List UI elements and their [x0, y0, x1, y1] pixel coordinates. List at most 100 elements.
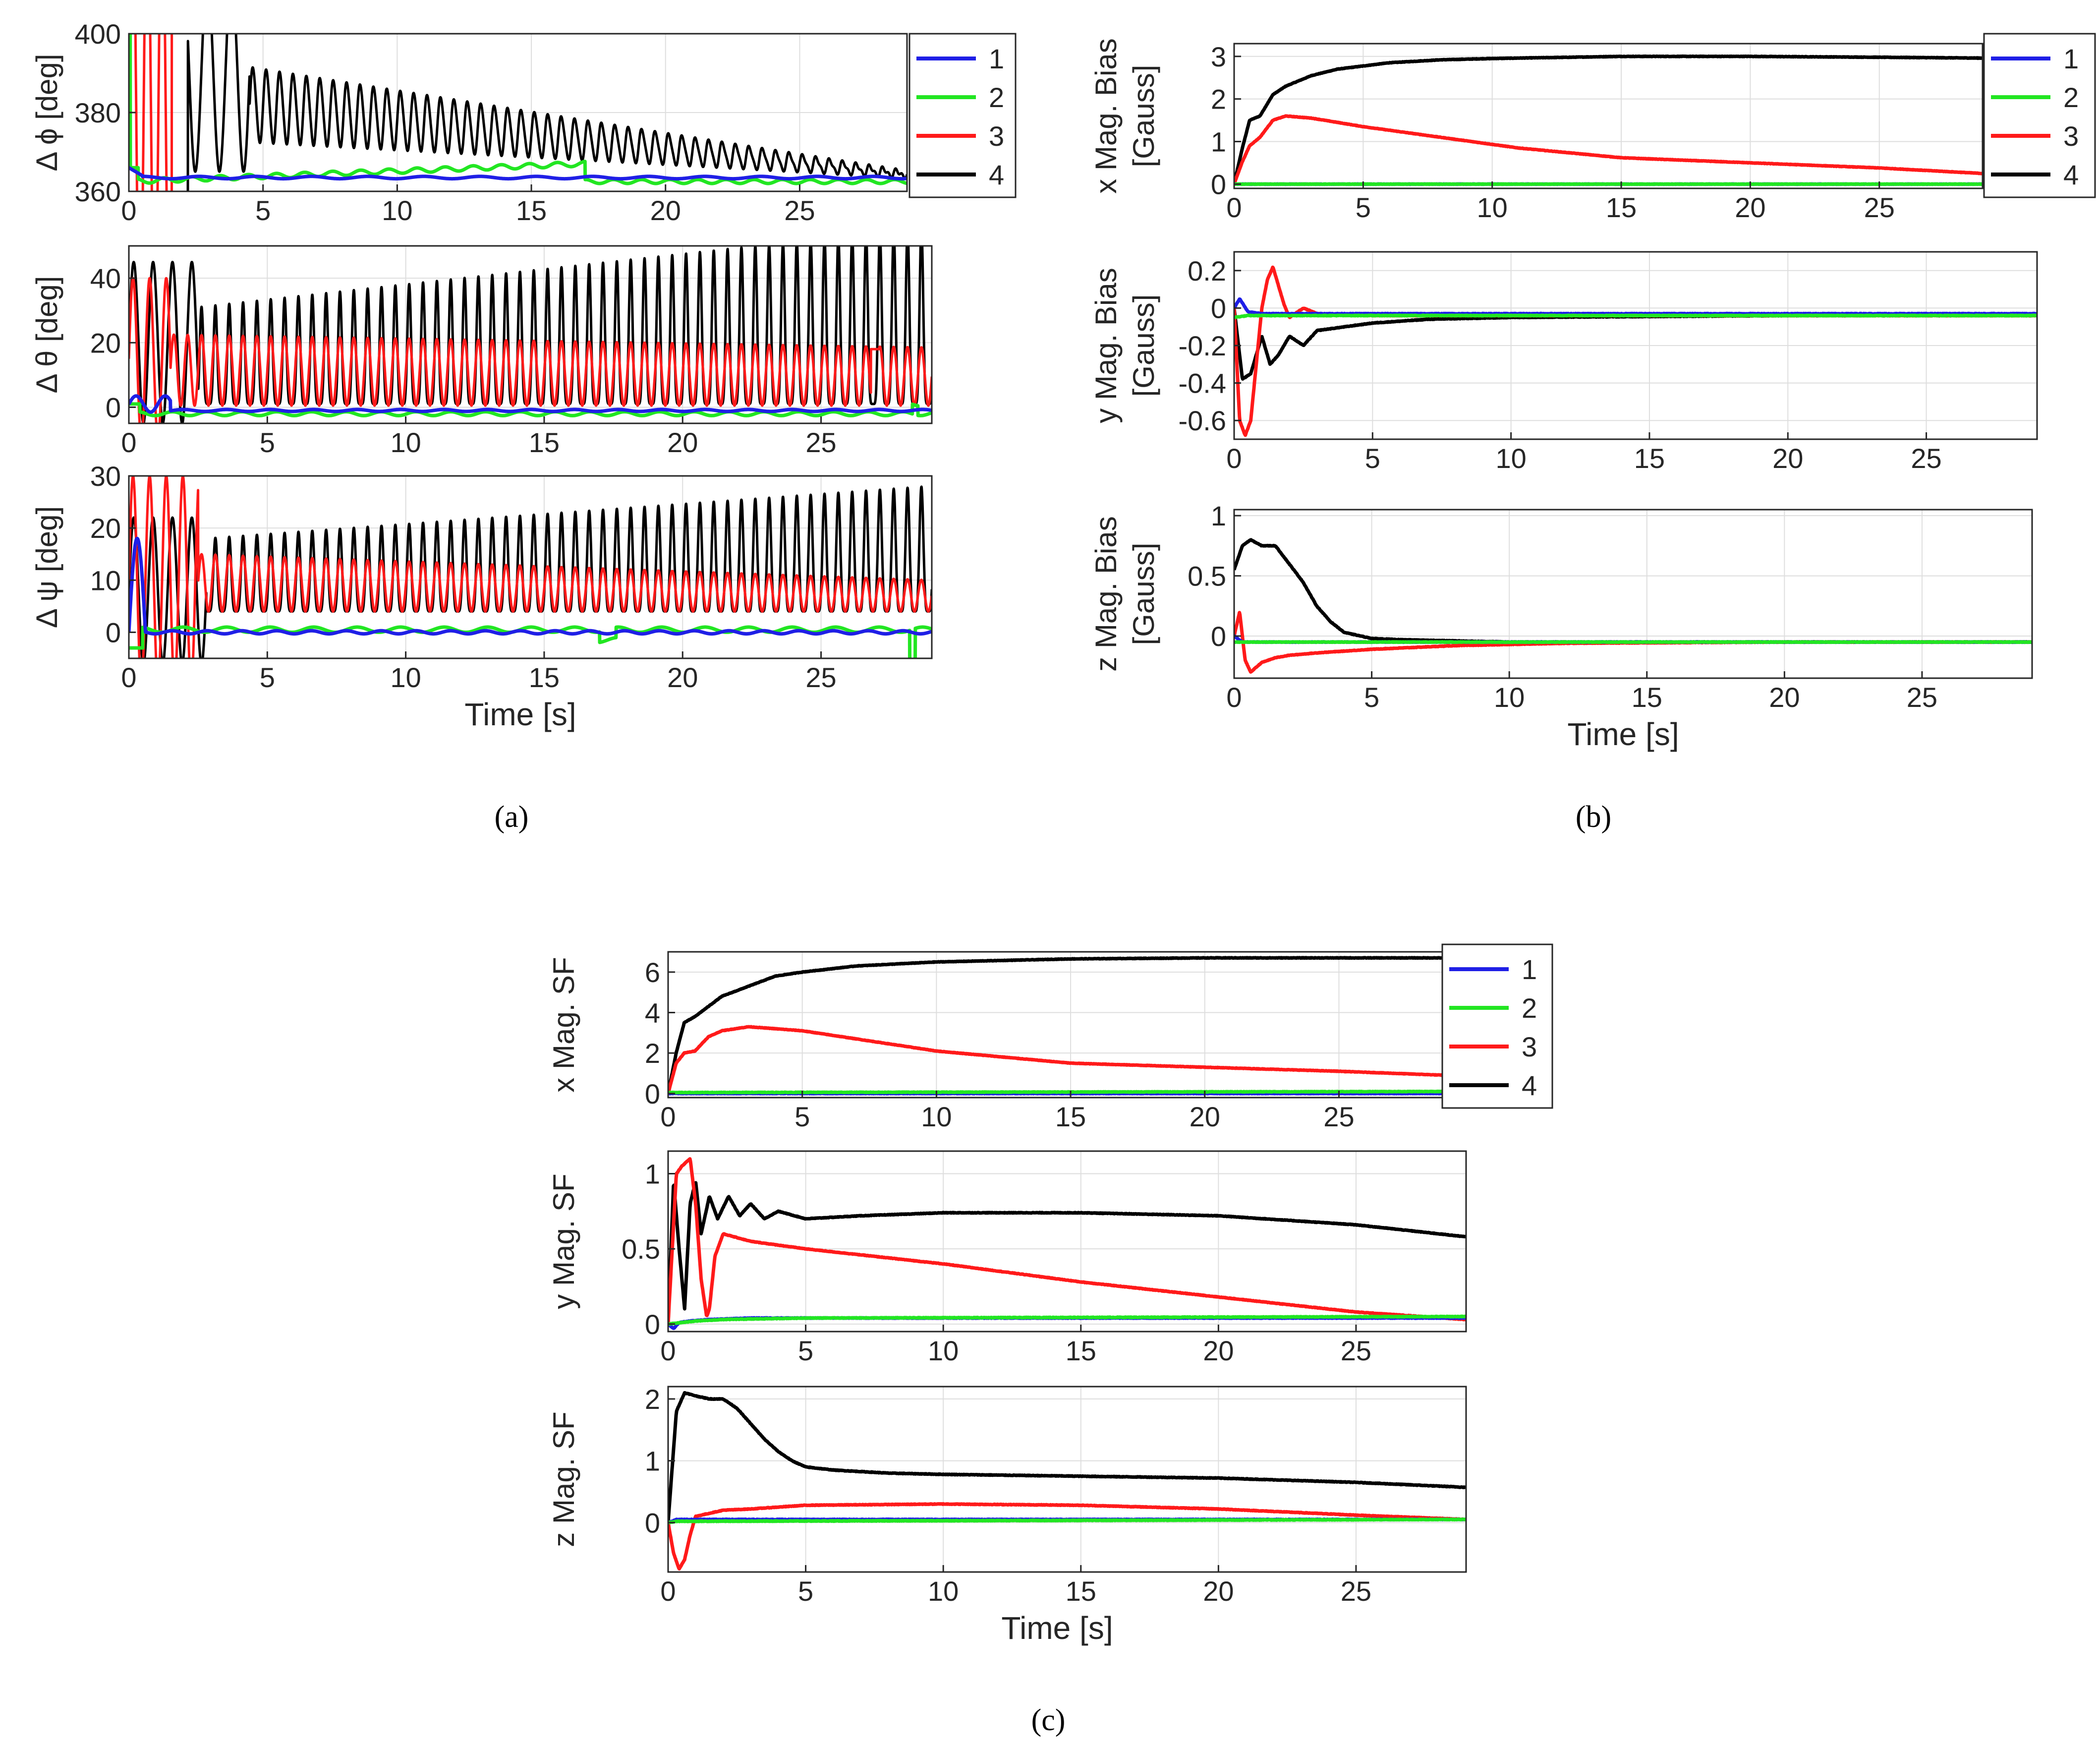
- chart-a1: 0 5 10 15 20 25 360 380 400 Δ ϕ [deg] 1 2 3 4: [30, 18, 1017, 226]
- series-group: [668, 1391, 1466, 1571]
- x-tick-label: 10: [390, 427, 421, 458]
- y-tick-label: -0.6: [1179, 405, 1227, 436]
- series-line-4: [186, 34, 907, 191]
- y-tick-label: 20: [90, 327, 121, 358]
- x-tick-label: 5: [798, 1575, 813, 1607]
- y-tick-label: 0: [645, 1507, 660, 1538]
- legend: 1 2 3 4: [908, 33, 1017, 198]
- x-tick-label: 20: [667, 662, 698, 693]
- y-tick-label: 1: [645, 1446, 660, 1477]
- legend-label-2: 2: [2063, 82, 2079, 113]
- x-tick-label: 15: [1634, 443, 1665, 474]
- axes-frame: [128, 245, 933, 424]
- series-line-4: [668, 1391, 1466, 1523]
- y-axis-label-group: y Mag. Bias [Gauss]: [1089, 268, 1160, 423]
- x-tick-label: 25: [805, 662, 836, 693]
- y-axis-label: y Mag. SF: [547, 1173, 580, 1309]
- y-tick-label: 0.5: [622, 1233, 660, 1265]
- y-tick-label: 1: [1211, 126, 1226, 158]
- axes-frame: [667, 1150, 1467, 1333]
- x-tick-label: 20: [1772, 443, 1803, 474]
- y-axis-label-group: x Mag. Bias [Gauss]: [1089, 38, 1160, 193]
- legend-label-4: 4: [1522, 1070, 1537, 1101]
- y-tick-label: 6: [645, 957, 660, 988]
- x-tick-label: 25: [1341, 1575, 1371, 1607]
- x-axis-label: Time [s]: [1001, 1610, 1113, 1646]
- y-tick-label: 2: [645, 1038, 660, 1069]
- legend: 1 2 3 4: [1441, 943, 1553, 1109]
- x-tick-label: 15: [1632, 682, 1662, 713]
- axes-frame: [1233, 509, 2033, 679]
- series-line-3: [129, 476, 932, 658]
- y-axis-label-group: Δ ϕ [deg]: [30, 54, 63, 171]
- legend-label-3: 3: [1522, 1031, 1537, 1062]
- y-axis-label: z Mag. SF: [547, 1411, 580, 1547]
- x-tick-label: 20: [1190, 1101, 1220, 1132]
- y-tick-label: 40: [90, 263, 121, 294]
- y-tick-label: 0: [645, 1309, 660, 1340]
- y-tick-label: 0.5: [1188, 561, 1226, 592]
- series-line-2: [129, 402, 932, 417]
- x-tick-label: 0: [121, 427, 136, 458]
- y-tick-label: 0: [1211, 621, 1226, 652]
- legend-label-2: 2: [1522, 992, 1537, 1024]
- x-tick-label: 10: [1494, 682, 1525, 713]
- y-tick-label: 10: [90, 565, 121, 596]
- series-line-3: [668, 1025, 1446, 1094]
- x-tick-label: 0: [121, 195, 136, 226]
- series-line-1: [129, 394, 932, 414]
- x-tick-label: 20: [1735, 192, 1765, 223]
- x-tick-label: 25: [1907, 682, 1937, 713]
- y-axis-label-group: y Mag. SF: [547, 1173, 580, 1309]
- y-tick-label: 30: [90, 461, 121, 492]
- series-line-4: [1234, 54, 1983, 185]
- y-axis-label-unit: [Gauss]: [1127, 294, 1160, 397]
- axes-frame: [667, 1386, 1467, 1573]
- x-tick-label: 0: [1226, 682, 1242, 713]
- x-tick-label: 15: [529, 427, 560, 458]
- x-tick-label: 25: [784, 195, 815, 226]
- series-group: [668, 1157, 1466, 1330]
- x-axis-label: Time [s]: [1567, 716, 1679, 752]
- x-tick-label: 0: [660, 1101, 676, 1132]
- series-group: [668, 956, 1446, 1096]
- legend-box: [908, 33, 1017, 198]
- x-tick-label: 5: [1364, 682, 1379, 713]
- x-tick-label: 5: [795, 1101, 810, 1132]
- chart-b3: 0 5 10 15 20 25 0 0.5 1 z Mag. Bias [Gauss] Time [s…: [1089, 500, 2033, 752]
- y-tick-label: -0.4: [1179, 368, 1227, 399]
- y-axis-label-group: x Mag. SF: [547, 957, 580, 1092]
- series-line-2: [668, 1089, 1446, 1095]
- y-tick-label: 1: [645, 1159, 660, 1190]
- x-tick-label: 5: [260, 662, 275, 693]
- chart-b1: 0 5 10 15 20 25 0 1 2 3 x Mag. Bias [Gauss] 1 2 3 4: [1089, 33, 2096, 223]
- y-tick-label: 0.2: [1188, 255, 1226, 287]
- series-group: [129, 34, 907, 191]
- y-tick-label: 20: [90, 513, 121, 544]
- series-group: [129, 476, 932, 658]
- legend-label-1: 1: [2063, 43, 2079, 74]
- legend-label-3: 3: [2063, 120, 2079, 152]
- x-tick-label: 0: [660, 1335, 676, 1366]
- legend-label-2: 2: [989, 82, 1004, 113]
- y-tick-label: 380: [75, 97, 121, 128]
- x-tick-label: 15: [516, 195, 547, 226]
- series-line-1: [129, 536, 932, 636]
- y-axis-label-unit: [Gauss]: [1127, 65, 1160, 168]
- x-tick-label: 5: [255, 195, 271, 226]
- x-tick-label: 20: [650, 195, 681, 226]
- chart-a2: 0 5 10 15 20 25 0 20 40 Δ θ [deg]: [30, 245, 933, 458]
- series-line-4: [668, 956, 1446, 1094]
- x-tick-label: 15: [1606, 192, 1637, 223]
- plot-area: [668, 1151, 1466, 1332]
- x-tick-label: 10: [921, 1101, 952, 1132]
- chart-a3: 0 5 10 15 20 25 0 10 20 30 Δ ψ [deg] Time [s]: [30, 461, 933, 732]
- y-tick-label: 0: [106, 392, 121, 423]
- series-group: [1234, 538, 2032, 674]
- y-tick-label: 0: [1211, 169, 1226, 200]
- plot-area: [1234, 510, 2032, 678]
- x-tick-label: 10: [928, 1335, 959, 1366]
- series-line-4: [668, 1181, 1466, 1324]
- x-tick-label: 0: [660, 1575, 676, 1607]
- x-tick-label: 25: [805, 427, 836, 458]
